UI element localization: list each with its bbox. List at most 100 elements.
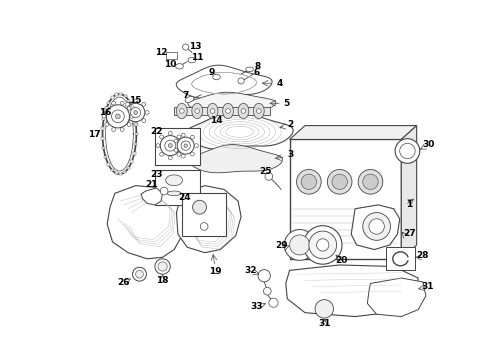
Circle shape [120, 101, 124, 105]
Ellipse shape [238, 103, 249, 119]
Text: 3: 3 [287, 150, 294, 159]
Circle shape [309, 231, 337, 259]
Circle shape [303, 226, 342, 264]
Circle shape [160, 135, 164, 139]
Circle shape [257, 109, 261, 113]
Bar [107, 163, 110, 166]
Text: 12: 12 [155, 48, 167, 57]
Text: 22: 22 [150, 127, 163, 136]
Text: 31: 31 [318, 319, 331, 328]
Circle shape [363, 213, 391, 240]
Circle shape [165, 140, 176, 151]
Circle shape [160, 152, 164, 156]
Circle shape [142, 102, 146, 106]
Circle shape [179, 109, 184, 113]
Polygon shape [186, 110, 293, 149]
Circle shape [191, 152, 195, 156]
Circle shape [132, 267, 147, 281]
Circle shape [358, 170, 383, 194]
Circle shape [130, 107, 141, 118]
Text: 15: 15 [129, 96, 142, 105]
Text: 2: 2 [287, 120, 294, 129]
Circle shape [134, 122, 138, 126]
Circle shape [105, 106, 109, 110]
Circle shape [158, 262, 167, 271]
Polygon shape [141, 188, 163, 205]
Text: 5: 5 [283, 99, 290, 108]
Bar [115, 93, 118, 96]
Bar [134, 143, 137, 145]
Bar [133, 152, 136, 154]
Circle shape [301, 174, 317, 189]
Text: 10: 10 [164, 60, 176, 69]
Bar [102, 117, 105, 120]
Text: 20: 20 [335, 256, 347, 265]
Circle shape [169, 156, 172, 160]
Polygon shape [290, 139, 401, 259]
Circle shape [127, 122, 131, 126]
Polygon shape [368, 278, 426, 316]
Circle shape [290, 235, 310, 255]
Text: 24: 24 [178, 193, 191, 202]
Circle shape [120, 127, 124, 131]
Text: 9: 9 [209, 68, 215, 77]
Circle shape [258, 270, 270, 282]
Circle shape [168, 144, 172, 148]
Circle shape [126, 103, 145, 122]
Circle shape [363, 174, 378, 189]
Circle shape [177, 152, 181, 156]
Ellipse shape [185, 96, 194, 102]
Circle shape [112, 110, 124, 123]
Circle shape [265, 172, 273, 180]
Circle shape [116, 114, 120, 119]
Polygon shape [176, 65, 272, 99]
Circle shape [184, 144, 187, 147]
Text: 7: 7 [182, 91, 189, 100]
Ellipse shape [253, 103, 264, 119]
Circle shape [174, 148, 178, 152]
Circle shape [160, 187, 168, 195]
Ellipse shape [167, 191, 181, 195]
Text: 4: 4 [276, 79, 283, 88]
Polygon shape [107, 186, 187, 259]
Circle shape [102, 114, 106, 118]
Polygon shape [176, 186, 241, 253]
Circle shape [112, 127, 116, 131]
Circle shape [183, 44, 189, 50]
Circle shape [169, 131, 172, 135]
Ellipse shape [166, 175, 183, 186]
Ellipse shape [188, 58, 196, 63]
Circle shape [210, 109, 215, 113]
Bar [102, 147, 105, 149]
Bar [130, 106, 134, 109]
Bar [127, 100, 130, 102]
Polygon shape [174, 107, 270, 115]
Bar [155, 170, 199, 205]
Ellipse shape [192, 103, 203, 119]
Circle shape [127, 106, 131, 110]
Bar [155, 128, 199, 165]
Bar [133, 114, 136, 117]
Text: 13: 13 [189, 42, 201, 51]
Circle shape [145, 111, 149, 114]
Text: 6: 6 [253, 68, 260, 77]
Bar [123, 95, 126, 98]
Circle shape [122, 111, 126, 114]
Circle shape [296, 170, 321, 194]
Circle shape [125, 119, 129, 123]
Text: 1: 1 [406, 201, 412, 210]
Text: 27: 27 [403, 229, 416, 238]
Polygon shape [188, 92, 276, 112]
Text: 18: 18 [156, 276, 169, 285]
Circle shape [395, 139, 420, 163]
Circle shape [241, 109, 245, 113]
Text: 11: 11 [191, 53, 203, 62]
Circle shape [112, 101, 116, 105]
Circle shape [315, 300, 334, 318]
Bar [111, 169, 114, 171]
Circle shape [200, 222, 208, 230]
Circle shape [264, 287, 271, 295]
Text: 28: 28 [416, 251, 428, 260]
Polygon shape [290, 126, 416, 139]
Bar [120, 93, 122, 95]
